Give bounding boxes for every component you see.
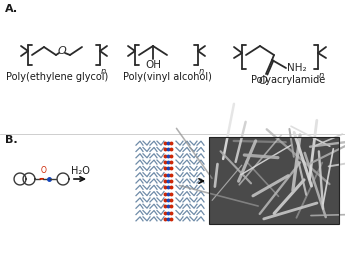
Text: NH₂: NH₂: [287, 63, 307, 73]
Bar: [209, 137, 339, 224]
Text: n: n: [199, 67, 204, 76]
Text: n: n: [319, 71, 324, 80]
Text: Poly(ethylene glycol): Poly(ethylene glycol): [6, 72, 108, 82]
Bar: [209, 137, 339, 224]
Bar: [209, 137, 339, 224]
Text: A.: A.: [5, 4, 18, 14]
Text: O: O: [259, 76, 267, 86]
Text: n: n: [101, 67, 106, 76]
Text: O: O: [58, 46, 66, 56]
Text: B.: B.: [5, 135, 18, 145]
Text: OH: OH: [145, 60, 161, 70]
Text: Polyacrylamide: Polyacrylamide: [251, 75, 325, 85]
Text: H₂O: H₂O: [71, 166, 89, 176]
Text: O: O: [41, 166, 47, 175]
Text: Poly(vinyl alcohol): Poly(vinyl alcohol): [122, 72, 211, 82]
